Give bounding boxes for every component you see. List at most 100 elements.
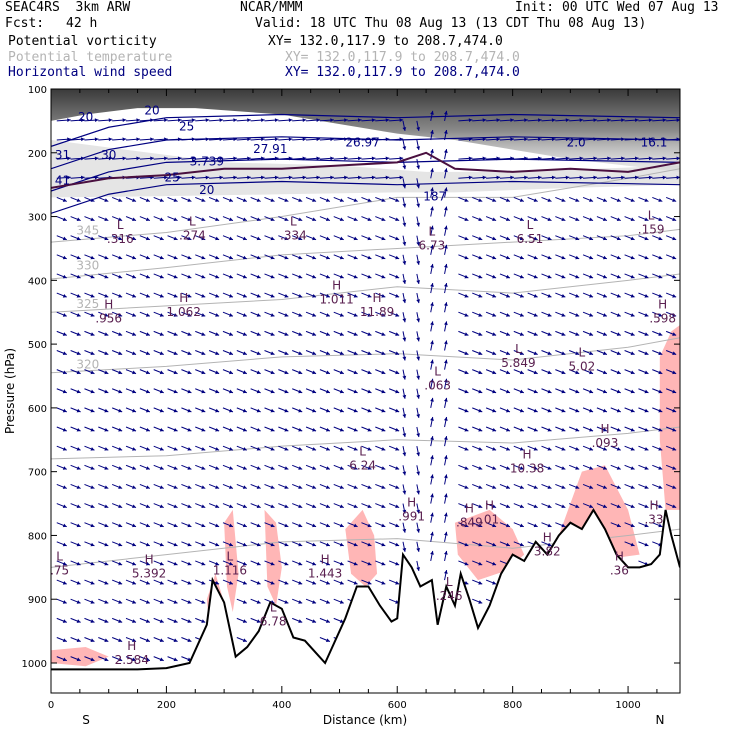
wind-arrowhead <box>201 523 206 528</box>
wind-arrowhead <box>228 427 233 432</box>
wind-arrowhead <box>298 427 303 432</box>
wind-arrowhead <box>298 255 303 260</box>
wind-arrowhead <box>270 217 275 222</box>
wind-arrowhead <box>228 447 233 451</box>
wind-arrowhead <box>173 657 178 662</box>
wind-arrowhead <box>298 447 303 451</box>
wind-arrowhead <box>399 118 404 123</box>
wind-arrowhead <box>201 542 206 547</box>
wind-arrowhead <box>145 447 150 451</box>
wind-arrowhead <box>672 427 677 432</box>
wind-arrowhead <box>177 175 182 180</box>
wind-arrowhead <box>90 581 95 585</box>
wind-arrowhead <box>242 523 247 528</box>
wind-arrowhead <box>298 351 303 355</box>
wind-arrowhead <box>201 198 206 202</box>
wind-arrowhead <box>90 619 95 623</box>
pv-extremum-value: .334 <box>280 229 307 243</box>
wind-arrowhead <box>430 302 434 307</box>
pv-extremum-marker: H <box>373 291 382 305</box>
wind-arrowhead <box>215 504 220 509</box>
wind-arrowhead <box>381 485 386 489</box>
wind-arrowhead <box>159 351 164 355</box>
wind-arrowhead <box>464 504 469 509</box>
wind-arrowhead <box>118 332 123 336</box>
wind-arrowhead <box>547 389 552 394</box>
wind-arrowhead <box>159 370 164 375</box>
wind-arrowhead <box>270 427 275 432</box>
wind-arrowhead <box>505 313 510 317</box>
wind-speed-contour <box>51 136 680 170</box>
wind-arrowhead <box>602 294 607 298</box>
wind-arrowhead <box>616 370 621 375</box>
wind-arrowhead <box>402 548 407 552</box>
wind-arrowhead <box>658 351 663 355</box>
wind-arrowhead <box>602 274 607 279</box>
wind-arrowhead <box>132 523 137 528</box>
wind-arrowhead <box>443 321 448 326</box>
wind-arrowhead <box>104 313 109 317</box>
wind-arrowhead <box>353 313 358 317</box>
pv-extremum-marker: L <box>515 342 522 356</box>
wind-arrowhead <box>505 427 510 432</box>
wind-arrowhead <box>256 294 261 298</box>
wind-arrowhead <box>630 408 635 413</box>
wind-arrowhead <box>104 485 109 489</box>
wind-arrowhead <box>177 118 182 123</box>
wind-arrowhead <box>478 427 483 432</box>
wind-arrowhead <box>173 408 178 413</box>
pv-extremum-value: 1.062 <box>167 305 201 319</box>
wind-arrowhead <box>242 313 247 317</box>
wind-arrowhead <box>145 581 150 585</box>
wind-arrowhead <box>90 561 95 566</box>
wind-arrowhead <box>672 408 677 413</box>
wind-arrowhead <box>492 427 497 432</box>
wind-arrowhead <box>395 542 400 547</box>
plot-frame <box>50 88 681 694</box>
wind-arrowhead <box>464 523 469 528</box>
wind-arrowhead <box>505 332 510 336</box>
wind-arrowhead <box>270 389 275 394</box>
wind-arrowhead <box>602 198 607 202</box>
wind-arrowhead <box>416 146 421 151</box>
wind-arrowhead <box>298 600 303 604</box>
wind-arrowhead <box>173 217 178 222</box>
wind-arrowhead <box>630 466 635 470</box>
wind-arrowhead <box>145 217 150 222</box>
wind-arrowhead <box>395 351 400 355</box>
wind-arrowhead <box>270 523 275 528</box>
wind-arrowhead <box>62 332 67 336</box>
wind-arrowhead <box>464 408 469 413</box>
wind-arrowhead <box>325 274 330 279</box>
wind-arrowhead <box>270 581 275 585</box>
x-tick-label: 0 <box>48 700 54 711</box>
wind-arrowhead <box>547 294 552 298</box>
wind-arrowhead <box>533 313 538 317</box>
wind-arrowhead <box>122 118 127 123</box>
wind-arrowhead <box>205 118 210 123</box>
wind-arrowhead <box>589 294 594 298</box>
wind-arrowhead <box>228 351 233 355</box>
wind-arrowhead <box>607 156 611 161</box>
wind-arrowhead <box>104 294 109 298</box>
pv-extremum-marker: H <box>658 298 667 312</box>
wind-arrowhead <box>402 528 407 533</box>
wind-arrowhead <box>621 175 625 180</box>
wind-arrowhead <box>90 447 95 451</box>
wind-arrowhead <box>187 408 192 413</box>
wind-arrowhead <box>215 313 220 317</box>
wind-arrowhead <box>402 414 407 418</box>
wind-arrowhead <box>648 156 653 161</box>
wind-arrowhead <box>325 561 330 566</box>
wind-arrowhead <box>187 255 192 260</box>
wind-arrowhead <box>159 657 164 662</box>
wind-arrowhead <box>118 485 123 489</box>
wind-arrowhead <box>298 198 303 202</box>
wind-arrowhead <box>201 447 206 451</box>
pv-extremum-marker: H <box>332 278 341 292</box>
wind-arrowhead <box>80 137 85 142</box>
wind-arrowhead <box>505 198 510 202</box>
wind-arrowhead <box>658 217 663 222</box>
wind-arrowhead <box>270 198 275 202</box>
wind-arrowhead <box>104 332 109 336</box>
